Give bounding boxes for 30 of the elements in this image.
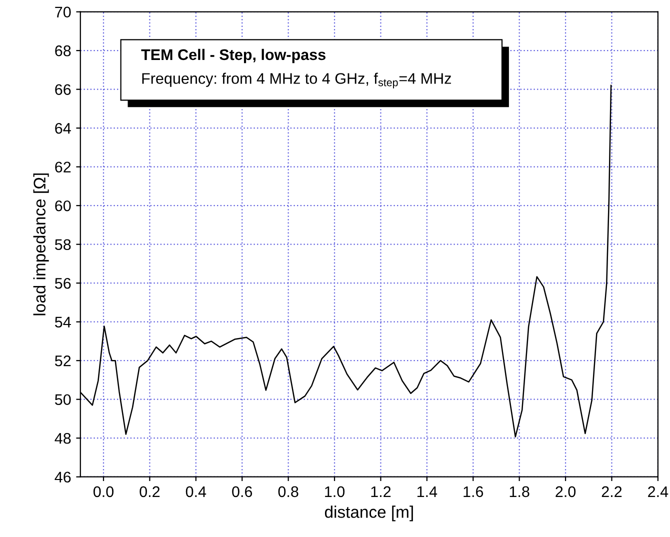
y-tick-label: 64 xyxy=(55,122,71,134)
y-tick-label: 68 xyxy=(55,45,71,56)
text: Frequency: from 4 MHz to 4 GHz, f$_{step}$=4 MHz xyxy=(142,72,451,88)
x-tick-label: 2.0 xyxy=(556,486,576,498)
y-axis-title: load impedance [Ω] xyxy=(33,174,49,316)
y-tick-label: 60 xyxy=(55,200,71,212)
x-tick-label: 1.8 xyxy=(510,486,530,498)
x-axis-title: distance [m] xyxy=(324,506,413,522)
x-tick-label: 2.2 xyxy=(602,486,622,497)
y-tick-label: 70 xyxy=(55,6,71,18)
x-tick-label: 1.0 xyxy=(325,486,345,498)
text: TEM Cell - Step, low-pass xyxy=(141,48,326,64)
y-tick-label: 54 xyxy=(54,316,71,328)
x-tick-label: 0.6 xyxy=(232,486,252,498)
y-tick-label: 56 xyxy=(54,278,71,289)
x-tick-label: 1.4 xyxy=(417,486,438,497)
y-tick-label: 46 xyxy=(54,472,71,483)
x-tick-label: 0.8 xyxy=(278,486,298,498)
y-tick-label: 58 xyxy=(54,239,71,250)
x-tick-label: 0.0 xyxy=(93,486,114,498)
x-tick-label: 1.6 xyxy=(464,486,484,498)
y-tick-label: 48 xyxy=(54,432,71,444)
x-tick-label: 0.2 xyxy=(140,486,160,498)
y-tick-label: 66 xyxy=(55,84,71,96)
x-tick-label: 1.2 xyxy=(371,486,391,497)
y-tick-label: 52 xyxy=(54,355,71,366)
x-tick-label: 2.4 xyxy=(648,486,668,497)
y-tick-label: 50 xyxy=(54,394,71,406)
y-tick-label: 62 xyxy=(55,162,71,173)
x-tick-label: 0.4 xyxy=(186,486,206,498)
